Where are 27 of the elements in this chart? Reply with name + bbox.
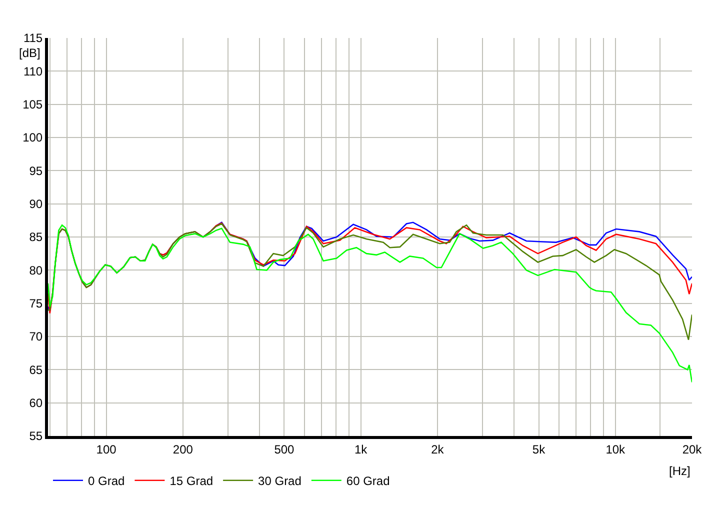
y-tick-label: 70	[29, 330, 43, 344]
legend-label: 15 Grad	[170, 474, 214, 488]
y-tick-label: 60	[29, 396, 43, 410]
x-tick-label: 20k	[682, 442, 703, 456]
y-axis-title: [dB]	[19, 46, 40, 60]
y-tick-label: 75	[29, 296, 43, 311]
y-tick-label: 90	[29, 197, 43, 212]
y-tick-label: 85	[29, 230, 43, 244]
y-tick-label: 105	[22, 98, 43, 112]
x-tick-label: 1k	[354, 442, 368, 456]
x-tick-label: 200	[172, 442, 194, 456]
x-tick-label: 10k	[606, 442, 626, 456]
x-tick-label: 100	[96, 442, 117, 456]
x-tick-label: 5k	[532, 442, 546, 456]
legend-label: 0 Grad	[88, 474, 125, 488]
x-axis-title: [Hz]	[669, 464, 690, 478]
y-tick-label: 110	[23, 64, 43, 78]
y-tick-label: 100	[22, 130, 43, 145]
y-tick-label: 80	[29, 263, 43, 278]
x-tick-label: 500	[274, 442, 295, 456]
y-tick-label: 115	[23, 31, 43, 46]
x-tick-label: 2k	[431, 442, 445, 456]
y-tick-label: 95	[29, 164, 43, 178]
legend-label: 60 Grad	[346, 474, 390, 488]
legend-label: 30 Grad	[258, 474, 302, 488]
y-tick-label: 55	[29, 429, 43, 444]
y-tick-label: 65	[29, 362, 43, 377]
